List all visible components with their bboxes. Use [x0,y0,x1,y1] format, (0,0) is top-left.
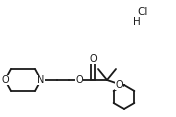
Text: O: O [75,75,83,85]
Text: O: O [1,75,9,85]
Text: N: N [37,75,45,85]
Text: Cl: Cl [138,7,148,17]
Text: H: H [133,17,141,27]
Text: O: O [115,80,123,90]
Text: O: O [89,54,97,64]
